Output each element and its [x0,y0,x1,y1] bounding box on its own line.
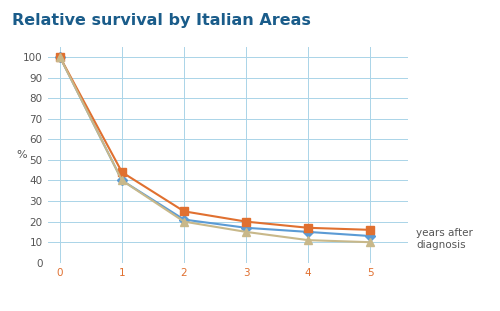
Centre-North [119,170,125,174]
North [57,55,63,59]
South [368,240,374,244]
Text: years after
diagnosis: years after diagnosis [416,228,473,250]
Line: North: North [56,53,374,239]
Centre-North [243,220,249,224]
Line: Centre-North: Centre-North [56,53,374,234]
Centre-North [181,210,187,213]
Centre-North [368,228,374,232]
Line: South: South [56,53,374,246]
North [243,226,249,230]
South [57,55,63,59]
South [119,179,125,182]
South [181,220,187,224]
Centre-North [305,226,311,230]
Centre-North [57,55,63,59]
North [305,230,311,234]
North [181,218,187,221]
South [243,230,249,234]
Text: Relative survival by Italian Areas: Relative survival by Italian Areas [12,13,312,28]
North [368,234,374,238]
Y-axis label: %: % [16,150,27,160]
South [305,238,311,242]
North [119,179,125,182]
Legend: North, Centre-North, South: North, Centre-North, South [80,308,289,311]
